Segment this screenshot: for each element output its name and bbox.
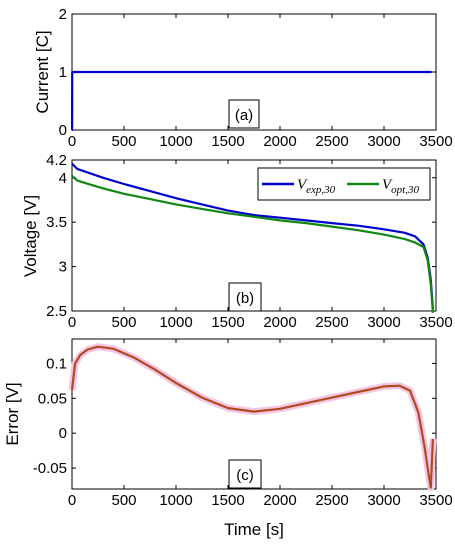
x-tick-label: 2000: [263, 314, 296, 331]
panel-current: 0 500 1000 1500 2000 2500 3000 3500 0 1 2 Current …: [33, 6, 453, 150]
x-tick-label: 0: [68, 314, 76, 331]
x-tick-label: 1500: [211, 133, 244, 150]
y-tick-label: 4.2: [46, 152, 67, 169]
series-lines-a: [70, 70, 432, 132]
x-tick-label: 2000: [263, 133, 296, 150]
panel-tag-box-a: [228, 99, 260, 129]
y-axis-label-c: Error [V]: [3, 382, 22, 445]
x-tick-label: 2500: [315, 492, 348, 509]
series-line-v-exp-30: [71, 162, 434, 310]
x-tick-label: 500: [111, 492, 136, 509]
panel-voltage: 0 500 1000 1500 2000 2500 3000 35002.533.544.2 …: [21, 152, 453, 331]
legend-label-opt: Vopt,30: [382, 177, 419, 196]
panel-tag-b: (b): [228, 282, 262, 312]
x-tick-label: 0: [68, 492, 76, 509]
x-tick-label: 500: [111, 133, 136, 150]
y-tick-label: 3: [59, 259, 67, 276]
x-tick-label: 2500: [315, 314, 348, 331]
y-tick-label: 4: [59, 170, 67, 187]
panel-tag-c: (c): [228, 459, 262, 489]
x-tick-label: 2500: [315, 133, 348, 150]
y-tick-label: 1: [59, 64, 67, 81]
x-tick-label: 0: [68, 133, 76, 150]
x-tick-label: 500: [111, 314, 136, 331]
ticks-c: 0 500 1000 1500 2000 2500 3000 3500-0.0500.050.…: [33, 339, 453, 509]
panel-tag-label-c: (c): [236, 467, 254, 484]
legend-label-exp-sub: exp,30: [306, 184, 336, 196]
ticks-a: 0 500 1000 1500 2000 2500 3000 3500 0 1 2: [59, 6, 453, 150]
y-tick-label: 2.5: [46, 303, 67, 320]
panel-tag-label-b: (b): [236, 290, 254, 307]
x-tick-label: 2000: [263, 492, 296, 509]
x-tick-label: 1500: [211, 314, 244, 331]
series-lines-b: [71, 162, 434, 313]
y-tick-label: 0.1: [46, 355, 67, 372]
x-tick-label: 3500: [419, 133, 452, 150]
y-axis-label-b: Voltage [V]: [21, 195, 40, 277]
x-tick-label: 1000: [159, 133, 192, 150]
x-tick-label: 1500: [211, 492, 244, 509]
x-tick-label: 1000: [159, 492, 192, 509]
series-line-c-0: [70, 345, 434, 489]
legend-label-opt-sub: opt,30: [391, 184, 419, 196]
y-tick-label: 0: [59, 122, 67, 139]
y-tick-label: 3.5: [46, 214, 67, 231]
legend-label-exp-main: V: [297, 177, 308, 193]
panel-tag-a: (a): [228, 99, 260, 129]
legend-label-exp: Vexp,30: [297, 177, 336, 196]
x-tick-label: 3000: [367, 492, 400, 509]
y-tick-label: 0.05: [38, 390, 67, 407]
series-line-v-opt-30: [71, 175, 434, 313]
panel-tag-box-b: [228, 282, 262, 312]
panel-tag-label-a: (a): [235, 107, 253, 124]
legend-label-opt-main: V: [382, 177, 393, 193]
panel-tag-box-c: [228, 459, 262, 489]
series-lines-c: [68, 343, 437, 492]
x-tick-label: 1000: [159, 314, 192, 331]
x-axis-label: Time [s]: [224, 520, 284, 539]
x-tick-label: 3500: [419, 314, 452, 331]
x-tick-label: 3000: [367, 314, 400, 331]
legend-b: Vexp,30 Vopt,30: [257, 167, 431, 201]
ticks-b: 0 500 1000 1500 2000 2500 3000 3500 2.5 3 3.5 44.2: [46, 152, 453, 331]
y-tick-label: 2: [59, 6, 67, 23]
y-axis-label-a: Current [C]: [33, 30, 52, 113]
y-tick-label: 0: [59, 425, 67, 442]
panel-error: 0 500 1000 1500 2000 2500 3000 3500-0.0500.050.…: [3, 338, 453, 539]
x-tick-label: 3000: [367, 133, 400, 150]
x-tick-label: 3500: [419, 492, 452, 509]
series-line-a-0: [70, 70, 432, 132]
y-tick-label: -0.05: [33, 460, 67, 477]
